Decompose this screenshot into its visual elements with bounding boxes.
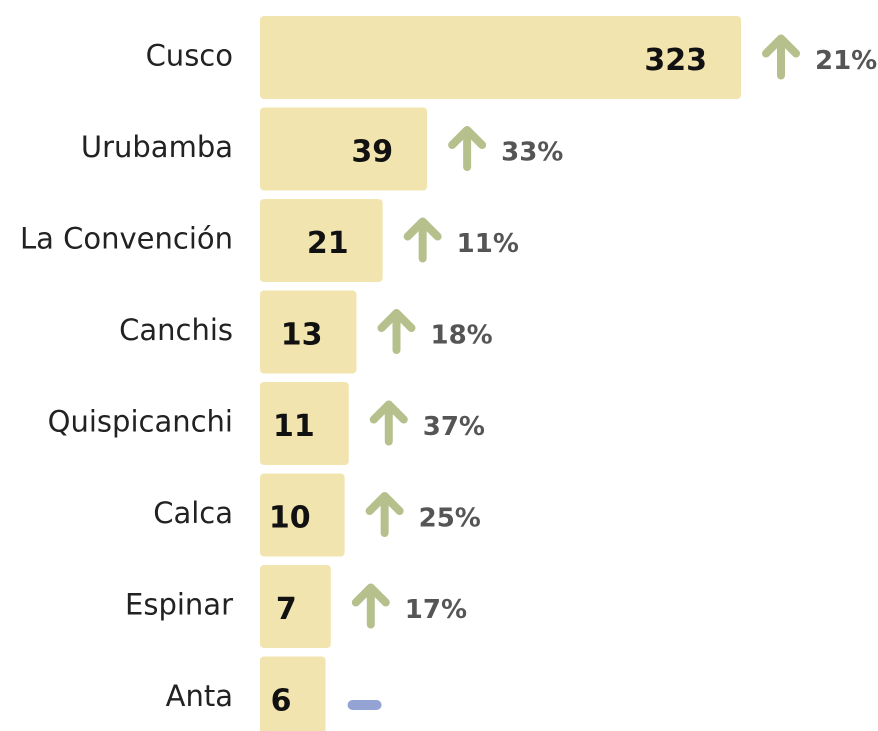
up-arrow [351, 583, 390, 629]
category-label: Calca [153, 496, 233, 530]
value-label: 323 [644, 43, 707, 78]
change-label: 18% [430, 321, 492, 351]
change-label: 25% [419, 504, 481, 534]
up-arrow [403, 217, 442, 263]
bar [260, 656, 326, 731]
change-label: 37% [423, 412, 485, 442]
bar [260, 565, 331, 648]
value-label: 10 [269, 501, 311, 536]
category-label: Urubamba [81, 130, 233, 164]
category-label: Anta [166, 679, 233, 713]
change-label: 11% [457, 229, 519, 259]
bar [260, 382, 349, 465]
category-label: Cusco [146, 39, 233, 73]
value-label: 21 [307, 226, 349, 261]
bar [260, 199, 383, 282]
category-label: Espinar [125, 588, 233, 622]
value-label: 39 [351, 135, 393, 170]
value-label: 11 [273, 409, 315, 444]
category-label: La Convención [20, 222, 233, 256]
value-label: 6 [271, 684, 292, 719]
up-arrow [448, 126, 487, 171]
up-arrow [369, 400, 408, 446]
value-label: 7 [276, 592, 297, 627]
bar [260, 473, 345, 557]
bar [260, 107, 428, 191]
change-label: 17% [405, 595, 467, 625]
change-label: 21% [815, 46, 877, 76]
bar [260, 16, 741, 99]
up-arrow [762, 34, 800, 80]
category-label: Canchis [119, 313, 233, 347]
value-label: 13 [281, 318, 323, 353]
bar [260, 290, 357, 374]
no-change-dash [347, 700, 382, 710]
up-arrow [365, 492, 404, 537]
category-label: Quispicanchi [48, 405, 233, 439]
change-label: 33% [501, 138, 563, 168]
up-arrow [377, 309, 416, 354]
